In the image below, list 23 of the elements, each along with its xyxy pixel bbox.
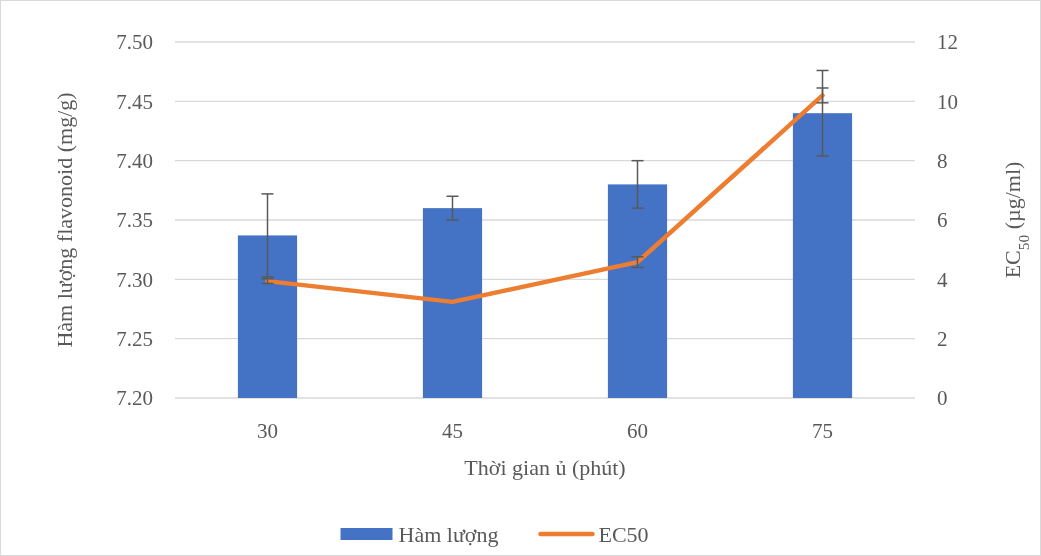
y-tick-label: 7.30 [116, 267, 153, 292]
y2-tick-label: 2 [937, 327, 948, 352]
legend-label: Hàm lượng [398, 521, 499, 547]
y2-tick-label: 6 [937, 208, 948, 233]
y-tick-label: 7.35 [116, 208, 153, 233]
y2-tick-label: 8 [937, 149, 948, 174]
y-tick-label: 7.50 [116, 30, 153, 55]
y2-tick-label: 12 [937, 30, 958, 55]
line-series [265, 93, 825, 305]
y2-tick-label: 4 [937, 267, 948, 292]
x-tick-label: 60 [627, 419, 648, 443]
x-tick-label: 45 [442, 419, 463, 443]
y-tick-label: 7.25 [116, 327, 153, 352]
y2-tick-label: 0 [937, 386, 948, 411]
y-tick-label: 7.40 [116, 149, 153, 174]
legend-label: EC50 [598, 521, 649, 547]
y-tick-label: 7.20 [116, 386, 153, 411]
y2-tick-label: 10 [937, 89, 958, 114]
y-axis-title: Hàm lượng flavonoid (mg/g) [52, 92, 77, 348]
y-tick-label: 7.45 [116, 89, 153, 114]
x-tick-label: 75 [812, 419, 833, 443]
x-tick-label: 30 [257, 419, 278, 443]
x-axis-title: Thời gian ủ (phút) [464, 455, 626, 480]
